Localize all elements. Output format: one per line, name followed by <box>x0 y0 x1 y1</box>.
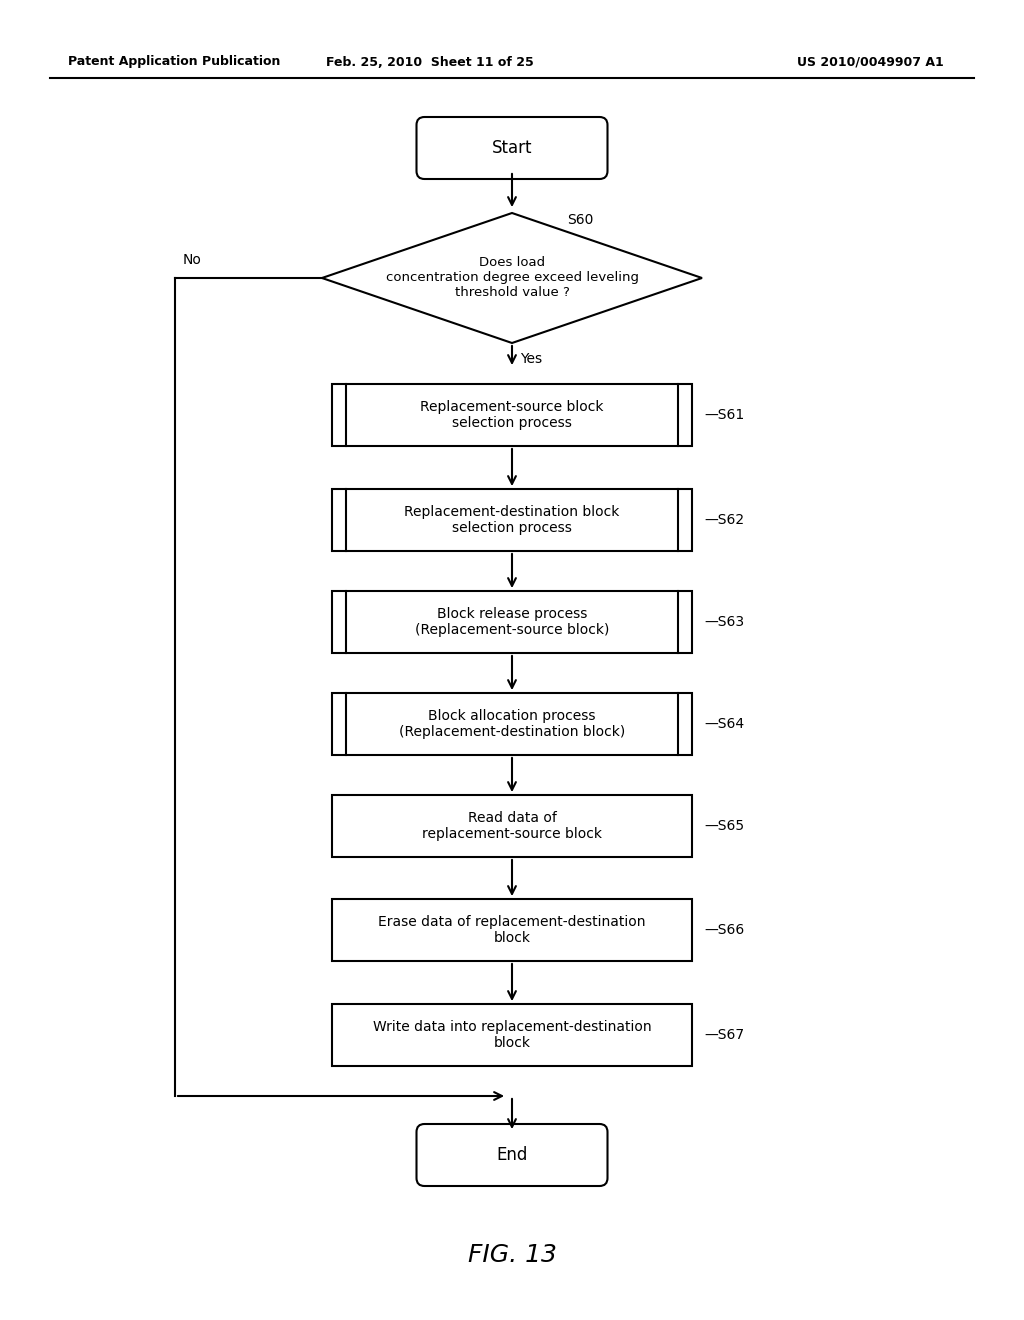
Text: S60: S60 <box>567 213 593 227</box>
Text: —S62: —S62 <box>705 513 744 527</box>
Text: Write data into replacement-destination
block: Write data into replacement-destination … <box>373 1020 651 1051</box>
FancyBboxPatch shape <box>417 1125 607 1185</box>
Text: —S61: —S61 <box>705 408 744 422</box>
Text: Does load
concentration degree exceed leveling
threshold value ?: Does load concentration degree exceed le… <box>385 256 639 300</box>
Text: Erase data of replacement-destination
block: Erase data of replacement-destination bl… <box>378 915 646 945</box>
Bar <box>332 591 692 653</box>
Text: No: No <box>183 253 202 267</box>
Text: —S65: —S65 <box>705 818 744 833</box>
Bar <box>332 488 692 550</box>
Text: Start: Start <box>492 139 532 157</box>
Bar <box>332 795 692 857</box>
Text: —S63: —S63 <box>705 615 744 630</box>
Text: Read data of
replacement-source block: Read data of replacement-source block <box>422 810 602 841</box>
Text: Replacement-source block
selection process: Replacement-source block selection proce… <box>420 400 604 430</box>
Text: Block release process
(Replacement-source block): Block release process (Replacement-sourc… <box>415 607 609 638</box>
Bar <box>332 1005 692 1067</box>
Text: —S64: —S64 <box>705 717 744 731</box>
Bar <box>332 693 692 755</box>
Bar <box>332 384 692 446</box>
Text: Yes: Yes <box>520 352 542 366</box>
Bar <box>332 899 692 961</box>
Polygon shape <box>322 213 702 343</box>
Text: —S67: —S67 <box>705 1028 744 1041</box>
Text: Feb. 25, 2010  Sheet 11 of 25: Feb. 25, 2010 Sheet 11 of 25 <box>326 55 534 69</box>
Text: Block allocation process
(Replacement-destination block): Block allocation process (Replacement-de… <box>399 709 625 739</box>
Text: End: End <box>497 1146 527 1164</box>
Text: US 2010/0049907 A1: US 2010/0049907 A1 <box>797 55 943 69</box>
Text: —S66: —S66 <box>705 923 744 937</box>
Text: Replacement-destination block
selection process: Replacement-destination block selection … <box>404 504 620 535</box>
Text: FIG. 13: FIG. 13 <box>468 1243 556 1267</box>
Text: Patent Application Publication: Patent Application Publication <box>68 55 281 69</box>
FancyBboxPatch shape <box>417 117 607 180</box>
